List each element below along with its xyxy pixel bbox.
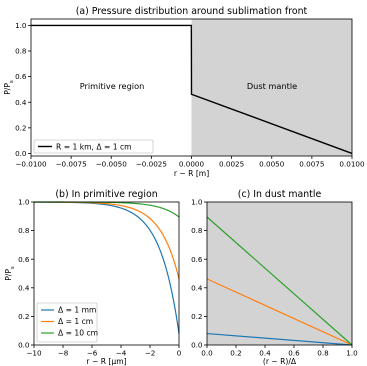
panel-c-data-lines xyxy=(206,216,353,346)
panel-c-y-tick-label: 0.0 xyxy=(191,341,203,350)
panel-c-title: (c) In dust mantle xyxy=(238,189,322,200)
panel-c-series-line-3 xyxy=(206,216,353,346)
panel-b-title: (b) In primitive region xyxy=(55,189,157,200)
panel-b-x-tick-label: −8 xyxy=(58,349,69,358)
panel-b-x-tick-label: 0 xyxy=(177,349,182,358)
panel-a-y-axis-label: P/Ps xyxy=(3,80,15,95)
panel-b-x-tick-label: −6 xyxy=(87,349,98,358)
panel-a-x-ticks: −0.0100 −0.0075 −0.0050 −0.0025 0.0000 0.0025… xyxy=(15,156,365,169)
panel-b-y-tick-label: 1.0 xyxy=(18,198,30,207)
panel-a-dust-mantle-shading xyxy=(191,19,352,156)
panel-c-y-ticks: 0.0 0.2 0.4 0.6 0.8 1.0 xyxy=(191,198,207,350)
panel-b-legend-label-2: Δ = 1 cm xyxy=(58,317,93,326)
panel-a-pressure-line xyxy=(31,24,353,155)
panel-c-x-tick-label: 0.8 xyxy=(317,349,329,358)
panel-b-legend: Δ = 1 mm Δ = 1 cm Δ = 10 cm xyxy=(36,302,98,343)
panel-c-y-tick-label: 0.2 xyxy=(191,312,202,321)
panel-a-title: (a) Pressure distribution around sublima… xyxy=(76,6,308,17)
panel-c-x-ticks: 0.0 0.2 0.4 0.6 0.8 1.0 xyxy=(201,345,358,358)
panel-c-x-tick-label: 0.4 xyxy=(259,349,271,358)
panel-c-x-tick-label: 0.6 xyxy=(288,349,300,358)
panel-a-x-tick-label: 0.0025 xyxy=(219,160,244,169)
panel-b-x-tick-label: −4 xyxy=(116,349,127,358)
panel-a-x-tick-label: −0.0050 xyxy=(96,160,128,169)
panel-b-y-tick-label: 0.6 xyxy=(18,255,30,264)
panel-c-axes-frame xyxy=(206,201,353,346)
panel-b-y-ticks: 0.0 0.2 0.4 0.6 0.8 1.0 xyxy=(18,198,34,350)
panel-a-y-tick-label: 1.0 xyxy=(15,21,27,30)
panel-a-data-lines xyxy=(31,24,353,155)
panel-a-x-tick-label: 0.0050 xyxy=(259,160,285,169)
panel-b-y-tick-label: 0.0 xyxy=(18,341,30,350)
panel-c-y-tick-label: 0.4 xyxy=(191,283,203,292)
panel-c-dust-mantle-shading xyxy=(207,202,352,345)
panel-a-x-axis-label: r − R [m] xyxy=(174,169,209,178)
panel-a-legend-box xyxy=(33,139,154,154)
panel-c-series-line-2 xyxy=(206,278,353,346)
panel-b-y-axis-label: P/Ps xyxy=(4,266,16,281)
primitive-region-annotation: Primitive region xyxy=(80,81,145,91)
panel-c-series-line-1 xyxy=(206,332,353,346)
panel-c: 0.0 0.2 0.4 0.6 0.8 1.0 0.0 0.2 0.4 0.6 0.8 1.0 (c… xyxy=(191,189,358,366)
panel-b-x-tick-label: −2 xyxy=(145,349,156,358)
panel-c-y-tick-label: 0.8 xyxy=(191,226,203,235)
panel-c-x-axis-label: (r − R)/Δ xyxy=(263,357,297,366)
panel-a-x-tick-label: −0.0100 xyxy=(15,160,47,169)
panel-c-y-tick-label: 0.6 xyxy=(191,255,203,264)
panel-a-y-tick-label: 0.6 xyxy=(15,72,27,81)
panel-a-legend-label: R = 1 km, Δ = 1 cm xyxy=(56,142,132,151)
panel-a-x-tick-label: 0.0100 xyxy=(339,160,365,169)
panel-c-x-tick-label: 0.0 xyxy=(201,349,213,358)
panel-b-y-tick-label: 0.4 xyxy=(18,283,30,292)
panel-b-series-line-2 xyxy=(34,201,180,280)
panel-b-legend-box xyxy=(36,302,98,343)
panel-b-legend-label-1: Δ = 1 mm xyxy=(58,306,96,315)
panel-a-y-tick-label: 0.0 xyxy=(15,149,27,158)
panel-a: −0.0100 −0.0075 −0.0050 −0.0025 0.0000 0.0025… xyxy=(3,6,365,178)
panel-b-x-ticks: −10 −8 −6 −4 −2 0 xyxy=(26,345,182,358)
ylabel-subscript: s xyxy=(10,266,16,269)
panel-a-legend: R = 1 km, Δ = 1 cm xyxy=(33,139,154,154)
panel-a-y-tick-label: 0.4 xyxy=(15,98,27,107)
panel-b-x-tick-label: −10 xyxy=(26,349,42,358)
panel-a-x-tick-label: −0.0025 xyxy=(136,160,167,169)
panel-c-x-tick-label: 0.2 xyxy=(230,349,241,358)
panel-b-legend-label-3: Δ = 10 cm xyxy=(58,329,98,338)
panel-b-y-tick-label: 0.2 xyxy=(18,312,29,321)
panel-a-y-tick-label: 0.8 xyxy=(15,47,27,56)
panel-a-y-tick-label: 0.2 xyxy=(15,123,26,132)
ylabel-subscript: s xyxy=(9,80,15,83)
panel-a-x-tick-label: 0.0000 xyxy=(179,160,205,169)
panel-b-y-tick-label: 0.8 xyxy=(18,226,30,235)
panel-a-x-tick-label: 0.0075 xyxy=(299,160,324,169)
panel-b: −10 −8 −6 −4 −2 0 0.0 0.2 0.4 0.6 0.8 1.0 (b) In p… xyxy=(4,189,182,366)
panel-b-x-axis-label: r − R [μm] xyxy=(86,357,126,366)
panel-a-x-tick-label: −0.0075 xyxy=(56,160,87,169)
panel-c-x-tick-label: 1.0 xyxy=(346,349,358,358)
panel-a-y-ticks: 0.0 0.2 0.4 0.6 0.8 1.0 xyxy=(15,21,31,158)
panel-c-y-tick-label: 1.0 xyxy=(191,198,203,207)
dust-mantle-annotation: Dust mantle xyxy=(247,81,297,91)
panel-b-axes-frame xyxy=(33,201,180,346)
